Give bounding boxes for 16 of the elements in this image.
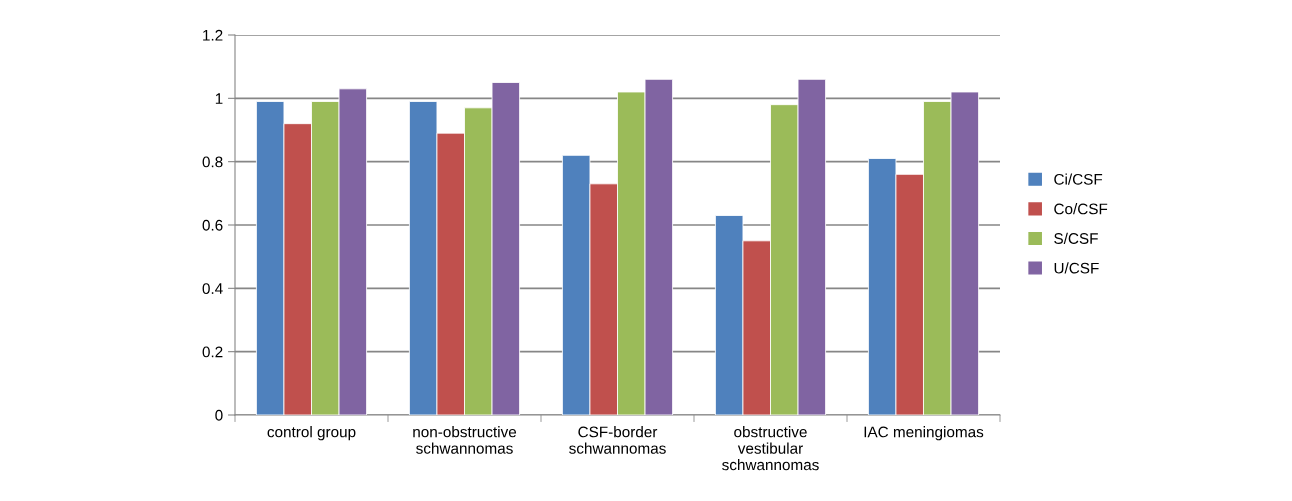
- legend-label: Co/CSF: [1054, 203, 1108, 215]
- x-tick-label: IAC meningiomas: [864, 426, 984, 441]
- legend-label: S/CSF: [1054, 232, 1098, 244]
- y-tick-label: 0.8: [202, 156, 223, 168]
- y-tick-label: 1: [215, 93, 223, 104]
- y-tick-label: 0: [215, 409, 223, 421]
- legend-label: U/CSF: [1054, 262, 1099, 274]
- x-tick-label: obstructive vestibular schwannomas: [722, 426, 819, 471]
- y-tick-label: 1.2: [203, 29, 223, 41]
- x-tick-label: CSF-border schwannomas: [569, 426, 666, 454]
- y-tick-label: 0.6: [202, 219, 223, 231]
- legend-label: Ci/CSF: [1054, 173, 1103, 185]
- y-tick-label: 0.2: [202, 346, 223, 358]
- x-tick-label: non-obstructive schwannomas: [413, 426, 517, 454]
- y-tick-label: 0.4: [202, 283, 223, 295]
- x-tick-label: control group: [267, 426, 356, 441]
